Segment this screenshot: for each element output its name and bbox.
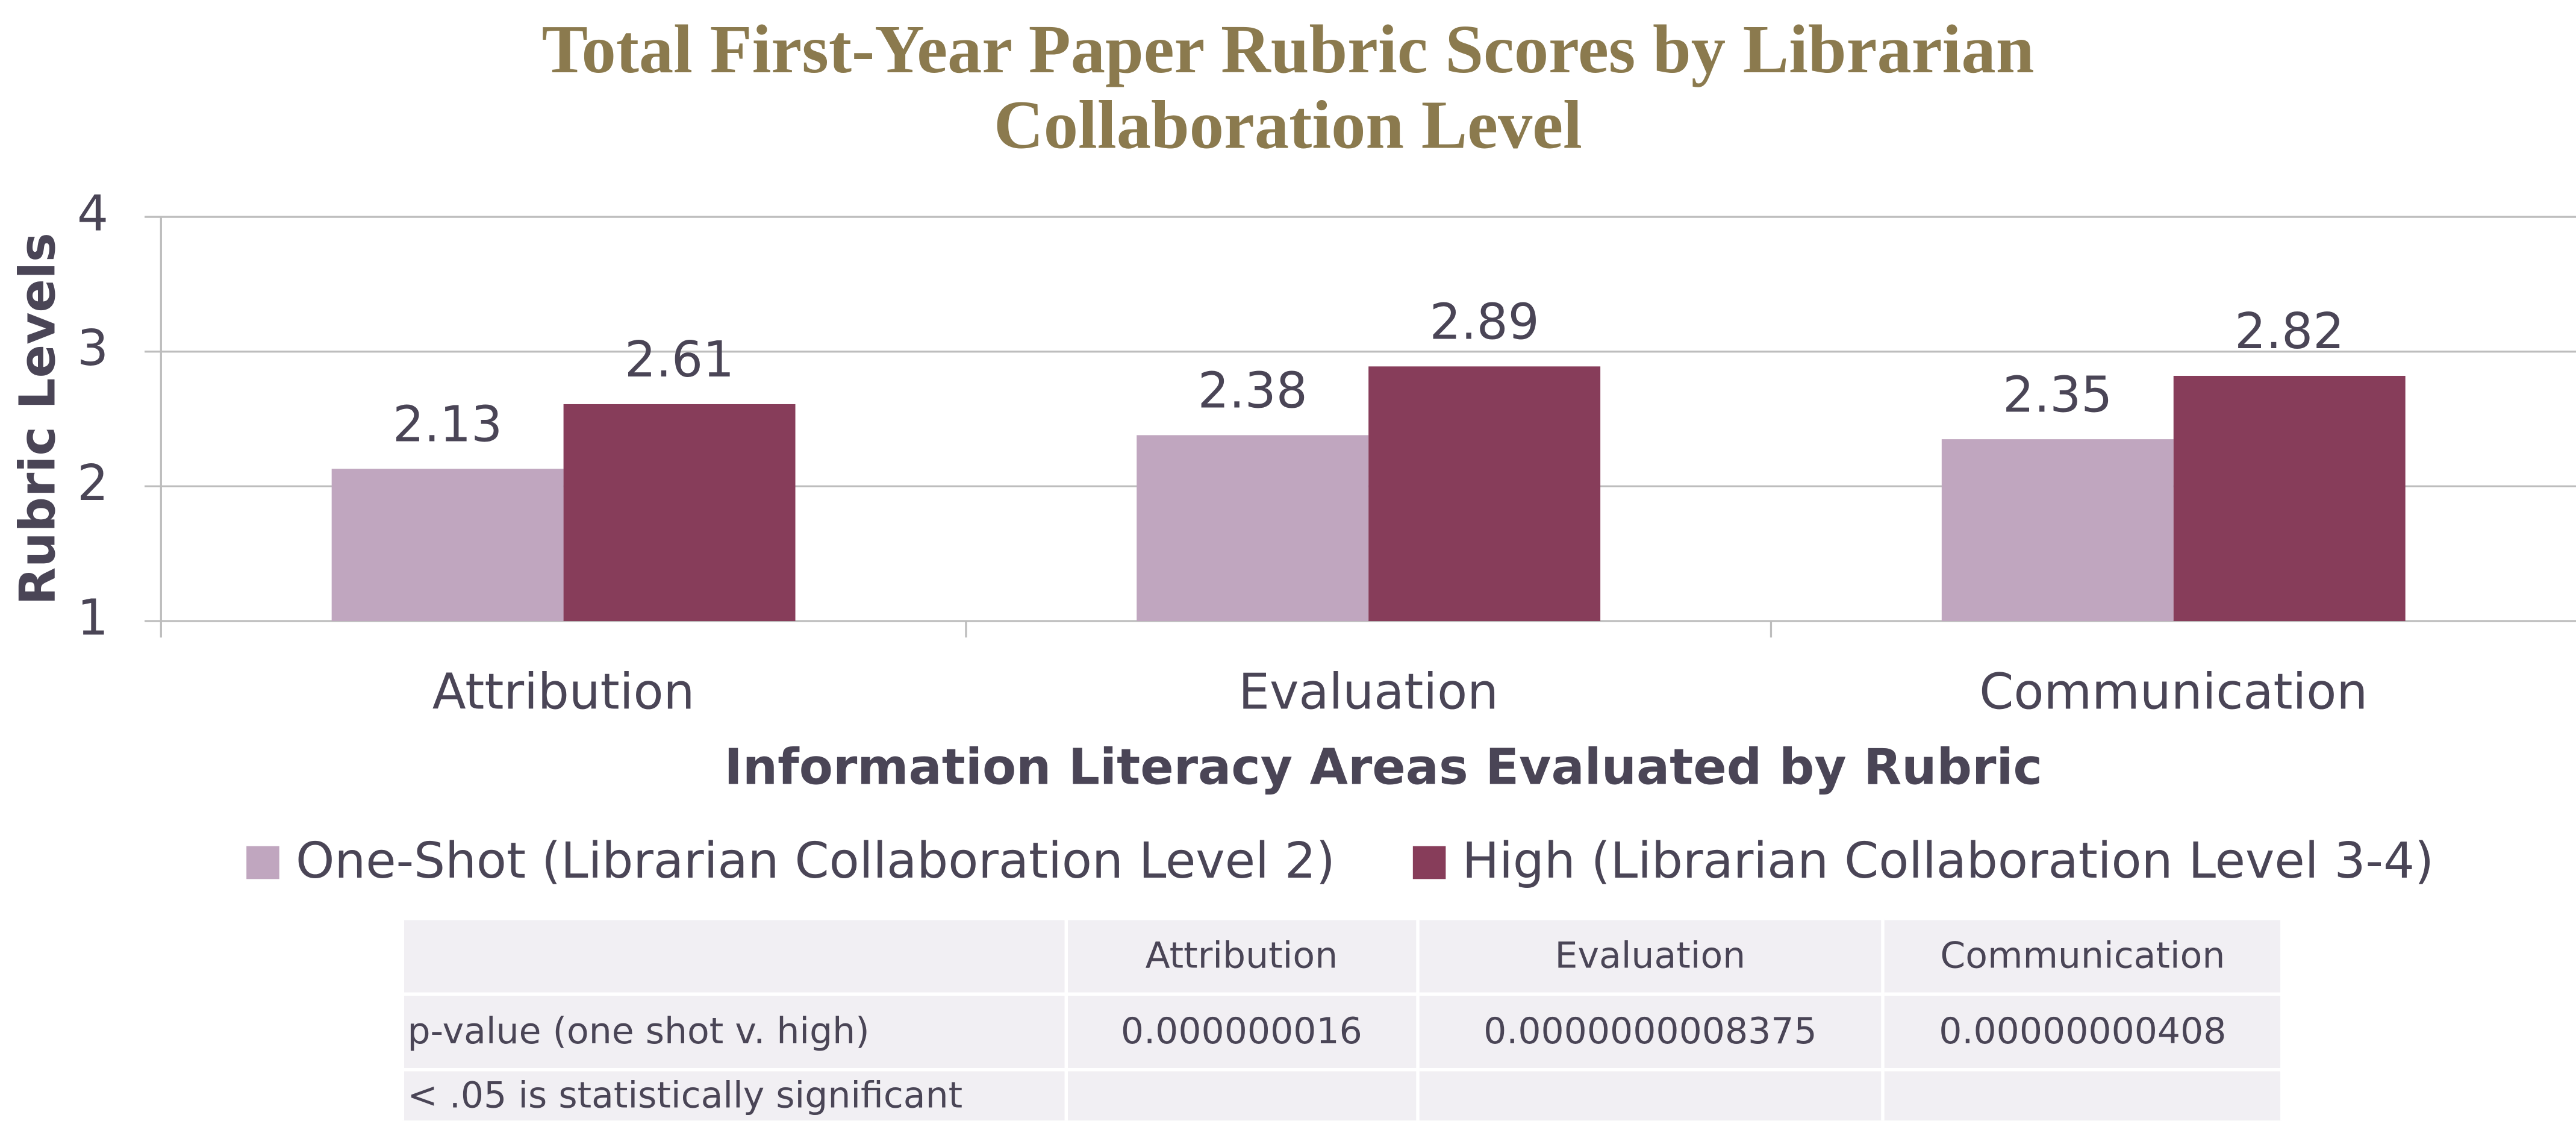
y-tick-label: 4 — [77, 186, 108, 243]
p-value: 0.00000000408 — [1882, 992, 2284, 1072]
corner-cell — [401, 917, 1068, 996]
row-label: p-value (one shot v. high) — [401, 992, 1068, 1072]
bar — [1941, 439, 2174, 622]
y-tick-label: 2 — [77, 455, 108, 512]
data-label: 2.38 — [1198, 363, 1308, 420]
bar — [2173, 375, 2406, 622]
header-row: Attribution Evaluation Communication — [401, 917, 2284, 996]
data-row: p-value (one shot v. high) 0.000000016 0.0… — [401, 992, 2284, 1072]
column-header: Attribution — [1064, 917, 1419, 996]
bar — [1137, 435, 1369, 622]
x-tick-label: Attribution — [432, 663, 695, 720]
data-label: 2.13 — [393, 396, 502, 454]
y-axis-label: Rubric Levels — [10, 233, 67, 605]
legend-label: High (Librarian Collaboration Level 3-4) — [1462, 832, 2434, 890]
data-label: 2.61 — [625, 331, 734, 389]
blank-cell — [1064, 1068, 1419, 1121]
chart-title: Total First-Year Paper Rubric Scores by … — [541, 13, 2035, 164]
bar — [1368, 366, 1601, 622]
bar — [331, 469, 564, 622]
column-header: Communication — [1882, 917, 2284, 996]
column-header: Evaluation — [1415, 917, 1885, 996]
p-value: 0.0000000008375 — [1415, 992, 1885, 1072]
x-tick-label: Communication — [1979, 663, 2368, 720]
p-value-table: Attribution Evaluation Communication p-val… — [401, 917, 2284, 1121]
data-label: 2.82 — [2235, 303, 2344, 360]
blank-cell — [1882, 1068, 2284, 1121]
y-tick-label: 3 — [77, 320, 108, 377]
blank-cell — [1415, 1068, 1885, 1121]
x-axis-label: Information Literacy Areas Evaluated by … — [724, 739, 2042, 796]
legend-label: One-Shot (Librarian Collaboration Level … — [296, 832, 1335, 890]
x-tick-label: Evaluation — [1238, 663, 1499, 720]
p-value: 0.000000016 — [1064, 992, 1419, 1072]
bar — [563, 404, 796, 622]
note: < .05 is statistically significant — [401, 1068, 1068, 1121]
note-row: < .05 is statistically significant — [401, 1068, 2284, 1121]
legend-swatch — [1412, 846, 1446, 879]
data-label: 2.35 — [2003, 366, 2112, 423]
data-label: 2.89 — [1430, 294, 1539, 351]
legend-swatch — [246, 846, 279, 879]
chart: 1 2 3 4 Attribution 2.13 2.61 Evaluation 2.38 2.8… — [10, 186, 2576, 890]
y-tick-label: 1 — [77, 590, 108, 647]
